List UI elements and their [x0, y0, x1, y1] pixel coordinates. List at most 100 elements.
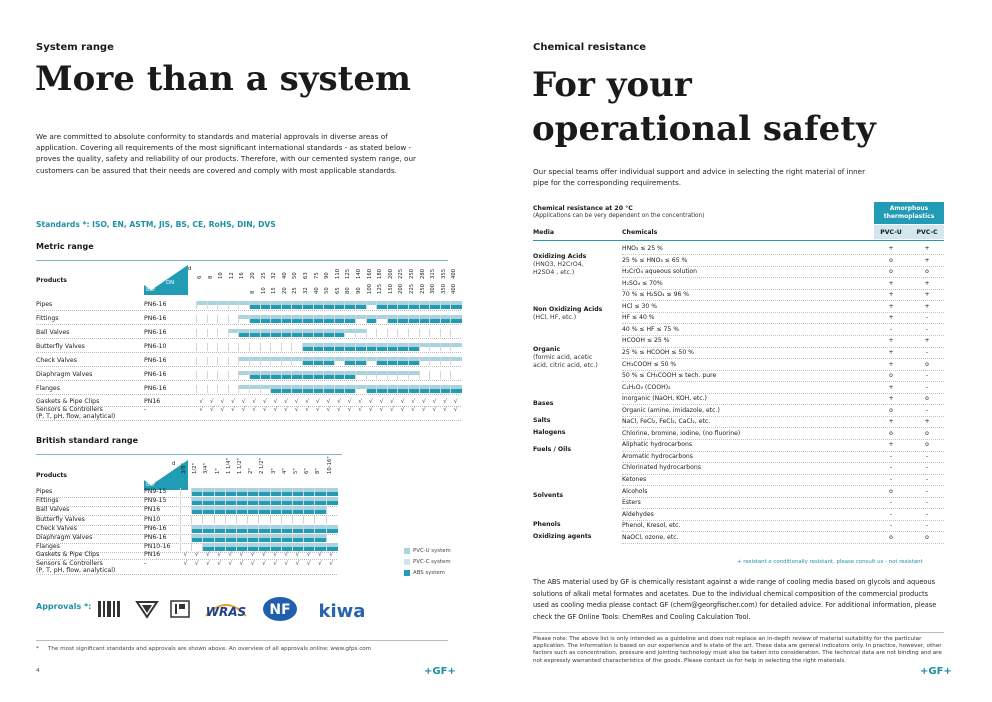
check-mark: √ [453, 398, 458, 405]
abs-bar [259, 492, 271, 496]
abs-bar [237, 501, 249, 506]
matrix-cell [355, 343, 367, 351]
matrix-cell [280, 343, 293, 351]
matrix-cell [344, 301, 356, 309]
matrix-cell [227, 371, 240, 379]
abs-bar [259, 547, 271, 552]
matrix-cell [386, 301, 399, 309]
check-mark: √ [337, 398, 341, 405]
pvc-bar [345, 343, 356, 347]
pressure-rating: PN9-15 [144, 488, 167, 495]
abs-bar [281, 501, 293, 506]
product-name: Diaphragm Valves [36, 371, 93, 378]
matrix-cell [376, 357, 388, 365]
matrix-cell [191, 506, 204, 515]
matrix-cell [269, 497, 282, 506]
pvcu-rating: + [888, 441, 894, 449]
pvc-bar [366, 315, 378, 319]
svg-text:NF: NF [269, 602, 290, 618]
table-row: Flanges PN10-16 [36, 542, 338, 554]
check-mark: √ [315, 406, 320, 413]
pvc-bar [237, 488, 249, 492]
matrix-cell [196, 315, 208, 323]
pvc-bar [225, 543, 237, 548]
abs-bar [304, 538, 316, 542]
matrix-cell [314, 534, 327, 542]
matrix-cell [303, 497, 316, 506]
matrix-cell [202, 524, 215, 533]
chemical-name: Phenol, Kresol, etc. [622, 522, 681, 530]
d-tick-label: 5" [293, 468, 299, 474]
abs-bar [203, 538, 215, 542]
divider [36, 454, 342, 455]
table-row: Butterfly Valves PN10 [36, 515, 337, 526]
pvcc-rating: + [924, 279, 930, 287]
product-name: Ball Valves [36, 506, 70, 514]
matrix-cell [258, 497, 271, 506]
abs-bar [225, 547, 237, 552]
table-row: Ball Valves PN6-16 [36, 328, 461, 339]
check-mark: √ [400, 398, 405, 405]
abs-bar [250, 319, 261, 323]
matrix-cell [180, 506, 192, 515]
pvc-bar [281, 524, 293, 529]
matrix-cell [249, 315, 261, 323]
matrix-cell [206, 301, 219, 309]
matrix-cell [206, 315, 219, 323]
check-mark: √ [199, 398, 204, 405]
media-title: Salts [533, 417, 551, 425]
pvc-bar [366, 301, 378, 305]
matrix-cell [227, 343, 240, 351]
abs-bar [271, 333, 282, 337]
matrix-cell [314, 488, 327, 496]
check-mark: √ [209, 406, 214, 413]
matrix-cell [227, 385, 240, 393]
matrix-cell [303, 534, 316, 542]
media-detail: (HCl, HF, etc.) [533, 313, 577, 321]
abs-bar [225, 510, 237, 515]
abs-bar [324, 333, 335, 337]
product-name-detail: (P, T, pH, flow, analytical) [36, 567, 116, 575]
chemical-name: Alcohols [622, 487, 648, 495]
matrix-cell [418, 385, 431, 393]
table-row: 40 % ≤ HF ≤ 75 % - - [622, 324, 944, 337]
pvcc-rating: o [925, 533, 929, 541]
product-name: Pipes [36, 488, 53, 495]
matrix-cell [314, 515, 326, 524]
pvc-bar [303, 329, 314, 333]
table-row: Ball Valves PN16 [36, 505, 337, 517]
check-mark: √ [273, 398, 278, 405]
matrix-cell [450, 301, 462, 309]
matrix-cell [355, 357, 367, 365]
matrix-cell [191, 524, 204, 533]
check-mark: √ [239, 560, 244, 568]
chemical-name: NaOCl, ozone, etc. [622, 533, 679, 541]
matrix-cell [224, 506, 237, 515]
matrix-cell [314, 506, 327, 515]
footnote: The most significant standards and appro… [48, 646, 372, 652]
abs-bar [292, 375, 303, 379]
page-title-right-line1: For your [532, 65, 692, 105]
matrix-cell [291, 315, 303, 323]
chemical-name: 25 % ≤ HNO₃ ≤ 65 % [622, 256, 688, 264]
pvc-bar [440, 385, 452, 389]
check-mark: √ [241, 398, 246, 405]
table-row: 70 % ≤ H₂SO₄ ≤ 96 % + + [622, 289, 944, 302]
pvc-bar [248, 488, 260, 492]
pvc-bar [260, 329, 272, 333]
matrix-cell [280, 301, 293, 309]
table-row: Gaskets & Pipe Clips PN16 √ √ √ √ √ √ √ √ √ √ √ √ √ √ √ √… [36, 398, 461, 407]
pvcc-rating: o [925, 360, 929, 368]
pressure-rating: PN6-16 [144, 315, 167, 322]
abs-bar [292, 305, 303, 309]
pvc-bar [271, 385, 282, 389]
pvc-bar [334, 371, 346, 375]
matrix-cell [213, 524, 226, 533]
abs-bar [377, 347, 388, 351]
check-mark: √ [284, 406, 288, 413]
matrix-cell [196, 371, 208, 379]
pvc-bar [248, 524, 260, 529]
abs-bar [281, 319, 293, 323]
abs-bar [270, 492, 282, 496]
matrix-cell [376, 329, 388, 337]
